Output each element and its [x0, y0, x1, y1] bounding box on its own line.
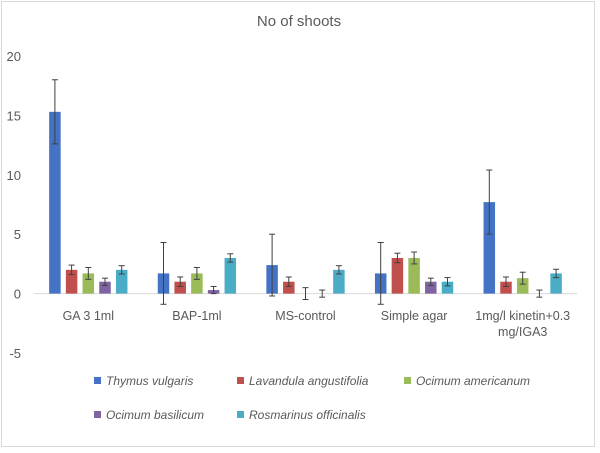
bar-chart: No of shoots -5 0 5 10 15 20 GA 3 1ml BAP-1ml M… [7, 13, 577, 422]
x-axis: GA 3 1ml BAP-1ml MS-control Simple agar 1mg/… [34, 293, 577, 339]
bar [191, 273, 203, 294]
bar [391, 257, 404, 294]
bar [99, 281, 111, 294]
bar [49, 111, 61, 294]
bar [441, 281, 454, 294]
y-tick-label: 5 [14, 227, 21, 242]
bar [174, 281, 186, 294]
legend-label: Ocimum basilicum [106, 408, 204, 422]
bar [283, 281, 295, 294]
bar [115, 269, 128, 294]
legend-label: Rosmarinus officinalis [249, 408, 366, 422]
x-tick-label-line: Simple agar [381, 309, 448, 323]
y-tick-label: 20 [7, 49, 21, 64]
bar [483, 202, 496, 294]
x-tick-label: Simple agar [381, 309, 448, 323]
bar [500, 281, 512, 294]
y-tick-label: -5 [9, 346, 21, 361]
x-tick-label-line: BAP-1ml [172, 309, 221, 323]
legend-item: Thymus vulgaris [94, 374, 193, 388]
y-tick-label: 0 [14, 287, 21, 302]
x-tick-label-line: mg/IGA3 [498, 325, 547, 339]
legend-item: Lavandula angustifolia [237, 374, 369, 388]
x-tick-label-line: 1mg/l kinetin+0.3 [475, 309, 570, 323]
legend-item: Ocimum basilicum [94, 408, 204, 422]
legend-swatch [94, 411, 101, 418]
bar [550, 273, 562, 294]
x-tick-label: BAP-1ml [172, 309, 221, 323]
error-bars-group [51, 79, 560, 305]
bar-series-group [49, 111, 562, 294]
legend-label: Lavandula angustifolia [249, 374, 369, 388]
bar [333, 269, 345, 294]
legend-swatch [94, 377, 101, 384]
legend-label: Ocimum americanum [416, 374, 530, 388]
bar [224, 257, 237, 294]
chart-frame: No of shoots -5 0 5 10 15 20 GA 3 1ml BAP-1ml M… [1, 1, 595, 447]
bar [82, 273, 95, 294]
bar [516, 278, 529, 294]
x-tick-label-line: MS-control [275, 309, 335, 323]
x-tick-label: MS-control [275, 309, 335, 323]
legend-swatch [237, 377, 244, 384]
legend-swatch [237, 411, 244, 418]
x-tick-label: 1mg/l kinetin+0.3 mg/IGA3 [475, 309, 570, 339]
legend-item: Ocimum americanum [404, 374, 530, 388]
y-tick-label: 10 [7, 168, 21, 183]
bar [408, 257, 420, 294]
bar [65, 269, 78, 294]
bar [425, 281, 437, 294]
y-tick-label: 15 [7, 108, 21, 123]
legend: Thymus vulgaris Lavandula angustifolia Oci… [94, 374, 530, 422]
legend-swatch [404, 377, 411, 384]
legend-item: Rosmarinus officinalis [237, 408, 366, 422]
legend-label: Thymus vulgaris [106, 374, 193, 388]
x-tick-label: GA 3 1ml [63, 309, 114, 323]
x-tick-label-line: GA 3 1ml [63, 309, 114, 323]
chart-title: No of shoots [257, 13, 341, 30]
y-axis: -5 0 5 10 15 20 [7, 49, 21, 361]
